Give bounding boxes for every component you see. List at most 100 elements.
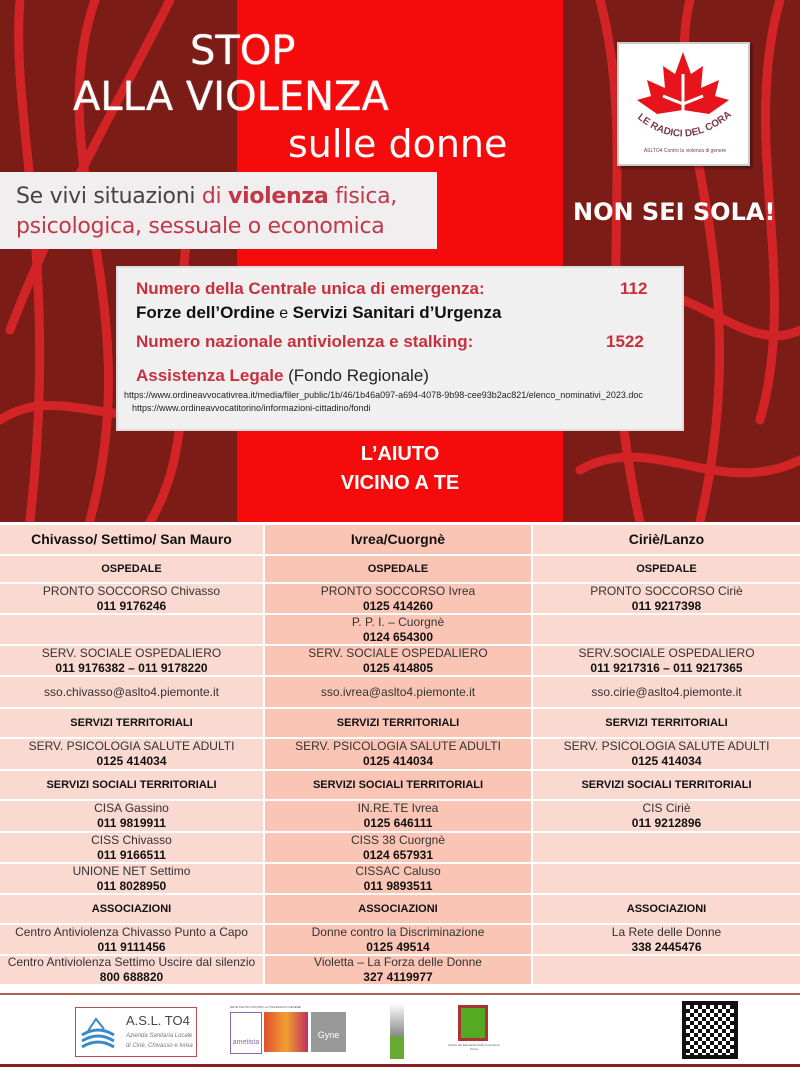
- national-number: 1522: [606, 332, 644, 351]
- table-header: Chivasso/ Settimo/ San Mauro Ivrea/Cuorg…: [0, 525, 800, 556]
- tagline: NON SEI SOLA!: [573, 198, 776, 226]
- legal-link-ivrea[interactable]: https://www.ordineavvocativrea.it/media/…: [124, 390, 643, 400]
- service-name[interactable]: sso.chivasso@aslto4.piemonte.it: [44, 684, 219, 699]
- phone-number: 011 9176246: [96, 598, 167, 613]
- phone-number: 0125 414034: [362, 754, 434, 768]
- artwork-logo: [264, 1012, 308, 1052]
- phone-number: 011 9166511: [97, 847, 166, 862]
- table-cell: ASSOCIAZIONI: [265, 895, 533, 923]
- table-cell: PRONTO SOCCORSO Chivasso 011 9176246: [0, 584, 265, 613]
- table-row: SERV. SOCIALE OSPEDALIERO 011 9176382 – 0…: [0, 646, 800, 677]
- service-name[interactable]: sso.cirie@aslto4.piemonte.it: [591, 684, 742, 699]
- asl-subtitle: Azienda Sanitaria Locale: [126, 1033, 193, 1039]
- service-name: Centro Antiviolenza Chivasso Punto a Cap…: [15, 924, 248, 939]
- subtitle-text: di: [201, 184, 229, 209]
- service-name: La Rete delle Donne: [611, 924, 722, 939]
- table-cell: CISSAC Caluso 011 9893511: [265, 864, 533, 893]
- table-cell: SERV. PSICOLOGIA SALUTE ADULTI 0125 41403…: [265, 739, 533, 769]
- radici-del-coraggio-logo: LE RADICI DEL CORAGGIO ASLTO4 Contro la …: [615, 36, 750, 166]
- forces-conj: e: [274, 305, 293, 322]
- phone-number: 011 8028950: [96, 878, 167, 893]
- service-name: CISS Chivasso: [91, 832, 172, 847]
- phone-number: 327 4119977: [363, 970, 433, 984]
- phone-number: 011 9217316 – 011 9217365: [590, 660, 743, 675]
- table-cell: SERVIZI TERRITORIALI: [265, 709, 533, 737]
- logo-subtext: ASLTO4 Contro la violenza di genere: [644, 148, 727, 154]
- table-cell: SERV.SOCIALE OSPEDALIERO 011 9217316 – 01…: [533, 646, 800, 675]
- phone-number: 0125 646111: [363, 816, 433, 830]
- table-cell: OSPEDALE: [265, 556, 533, 582]
- table-row: SERV. PSICOLOGIA SALUTE ADULTI 0125 41403…: [0, 739, 800, 771]
- table-cell: SERV. PSICOLOGIA SALUTE ADULTI 0125 41403…: [0, 739, 265, 769]
- table-cell: sso.ivrea@aslto4.piemonte.it: [265, 677, 533, 707]
- service-name: SERV. PSICOLOGIA SALUTE ADULTI: [295, 739, 501, 753]
- wave-icon: [81, 1017, 115, 1049]
- column-header: Chivasso/ Settimo/ San Mauro: [0, 525, 265, 554]
- service-name: CISA Gassino: [94, 801, 169, 815]
- table-row: UNIONE NET Settimo 011 8028950 CISSAC Calu…: [0, 864, 800, 895]
- subtitle-text: fisica,: [328, 184, 398, 209]
- table-cell: Centro Antiviolenza Settimo Uscire dal s…: [0, 955, 265, 984]
- service-name[interactable]: sso.ivrea@aslto4.piemonte.it: [320, 684, 476, 699]
- help-line-2: VICINO A TE: [340, 472, 460, 494]
- table-row: P. P. I. – Cuorgnè 0124 654300: [0, 615, 800, 646]
- phone-number: 011 9212896: [631, 816, 702, 830]
- service-name: Donne contro la Discriminazione: [311, 924, 485, 939]
- service-name: PRONTO SOCCORSO Ivrea: [320, 583, 476, 598]
- section-label: OSPEDALE: [636, 562, 697, 575]
- service-name: IN.RE.TE Ivrea: [357, 801, 439, 815]
- subtitle-text: Se vivi situazioni: [16, 184, 202, 209]
- farmacisti-cross-logo: [458, 1005, 488, 1041]
- mole-antonelliana-logo: [390, 1003, 404, 1059]
- asl-to4-logo: A.S.L. TO4 Azienda Sanitaria Locale di C…: [75, 1007, 197, 1057]
- table-cell: P. P. I. – Cuorgnè 0124 654300: [265, 615, 533, 644]
- emergency-label: Numero della Centrale unica di emergenza…: [136, 279, 485, 298]
- info-box: Numero della Centrale unica di emergenza…: [116, 266, 684, 431]
- service-name: Centro Antiviolenza Settimo Uscire dal s…: [7, 955, 256, 969]
- phone-number: 011 9176382 – 011 9178220: [55, 660, 208, 675]
- table-cell: OSPEDALE: [0, 556, 265, 582]
- table-cell: SERVIZI SOCIALI TERRITORIALI: [533, 771, 800, 799]
- legal-link-torino[interactable]: https://www.ordineavvocatitorino/informa…: [132, 403, 371, 413]
- table-cell: Donne contro la Discriminazione 0125 4951…: [265, 925, 533, 954]
- section-row: ASSOCIAZIONI ASSOCIAZIONI ASSOCIAZIONI: [0, 895, 800, 925]
- subtitle-text: psicologica, sessuale o economica: [16, 214, 385, 239]
- qr-code[interactable]: [682, 1001, 738, 1059]
- phone-number: 338 2445476: [631, 939, 702, 954]
- service-name: UNIONE NET Settimo: [72, 863, 191, 878]
- maple-leaf-icon: LE RADICI DEL CORAGGIO ASLTO4 Contro la …: [615, 36, 734, 154]
- section-label: SERVIZI TERRITORIALI: [605, 716, 728, 729]
- farmacisti-caption: Ordine dei Farmacisti della provincia di…: [448, 1043, 500, 1051]
- table-cell: SERVIZI SOCIALI TERRITORIALI: [265, 771, 533, 799]
- section-label: SERVIZI TERRITORIALI: [336, 716, 460, 729]
- section-label: ASSOCIAZIONI: [91, 902, 172, 915]
- gyne-logo: Gyne: [311, 1012, 346, 1052]
- service-name: Violetta – La Forza delle Donne: [314, 955, 482, 969]
- table-cell: PRONTO SOCCORSO Ciriè 011 9217398: [533, 584, 800, 613]
- poster-banner: STOP ALLA VIOLENZA sulle donne Se vivi s…: [0, 0, 800, 522]
- table-cell: [533, 833, 800, 862]
- phone-number: 0124 657931: [362, 847, 434, 862]
- phone-number: 011 9217398: [631, 598, 702, 613]
- subtitle-emphasis: violenza: [228, 184, 329, 209]
- phone-number: 011 9819911: [97, 816, 166, 830]
- table-cell: sso.cirie@aslto4.piemonte.it: [533, 677, 800, 707]
- phone-number: 011 9111456: [97, 939, 166, 954]
- national-label: Numero nazionale antiviolenza e stalking…: [136, 332, 474, 351]
- table-cell: ASSOCIAZIONI: [533, 895, 800, 923]
- table-cell: CISS Chivasso 011 9166511: [0, 833, 265, 862]
- legal-label: Assistenza Legale: [136, 366, 284, 385]
- phone-number: 0125 49514: [366, 939, 430, 954]
- table-row: Centro Antiviolenza Chivasso Punto a Cap…: [0, 925, 800, 956]
- phone-number: 800 688820: [99, 970, 164, 984]
- table-cell: UNIONE NET Settimo 011 8028950: [0, 864, 265, 893]
- table-cell: [533, 956, 800, 984]
- section-row: SERVIZI TERRITORIALI SERVIZI TERRITORIALI…: [0, 709, 800, 739]
- service-name: SERV. SOCIALE OSPEDALIERO: [308, 645, 488, 660]
- table-cell: CISS 38 Cuorgnè 0124 657931: [265, 833, 533, 862]
- section-label: SERVIZI SOCIALI TERRITORIALI: [312, 778, 484, 791]
- help-line-1: L’AIUTO: [360, 443, 440, 465]
- phone-number: 0125 414034: [631, 754, 702, 768]
- table-cell: sso.chivasso@aslto4.piemonte.it: [0, 677, 265, 707]
- table-cell: SERVIZI TERRITORIALI: [533, 709, 800, 737]
